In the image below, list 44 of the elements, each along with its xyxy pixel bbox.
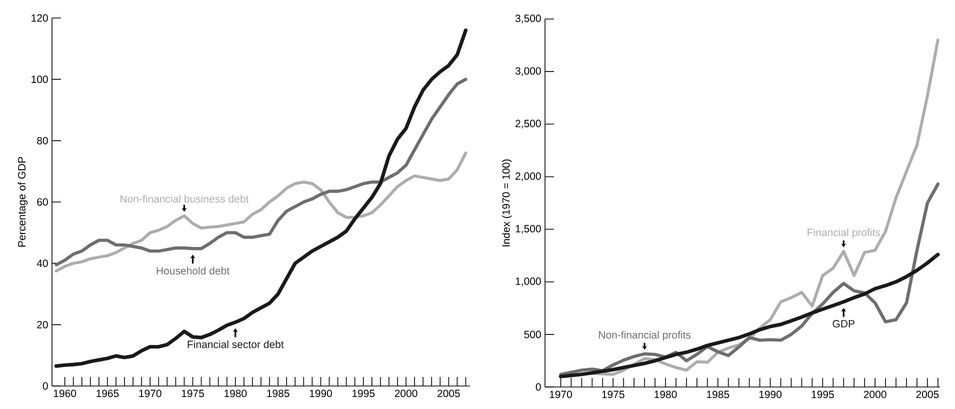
y-tick-label: 60 bbox=[37, 198, 48, 206]
y-tick-label: 120 bbox=[32, 14, 48, 22]
series-label: GDP bbox=[832, 320, 854, 328]
series-label: Financial profits bbox=[808, 228, 880, 238]
x-tick-label: 1960 bbox=[54, 390, 76, 398]
line-series bbox=[559, 182, 940, 376]
x-tick-label: 2000 bbox=[864, 390, 886, 398]
y-tick-label: 2,500 bbox=[516, 120, 541, 128]
x-tick-label: 1990 bbox=[310, 390, 332, 398]
y-tick-label: 20 bbox=[37, 320, 48, 328]
x-tick-label: 2000 bbox=[394, 390, 418, 398]
x-tick-label: 1995 bbox=[812, 390, 834, 398]
series-label: Financial sector debt bbox=[188, 340, 284, 348]
y-axis-title: Index (1970 = 100) bbox=[502, 159, 512, 246]
series-label: Non-financial business debt bbox=[120, 194, 249, 203]
line-series bbox=[54, 151, 468, 272]
y-tick-label: 2,000 bbox=[516, 172, 541, 182]
x-tick-label: 1995 bbox=[352, 390, 375, 398]
y-axis-title: Percentage of GDP bbox=[18, 157, 28, 247]
x-tick-label: 1980 bbox=[654, 390, 677, 398]
y-tick-label: 1,000 bbox=[516, 278, 541, 286]
x-tick-label: 1970 bbox=[550, 390, 572, 398]
x-tick-label: 1980 bbox=[224, 390, 247, 398]
y-tick-label: 40 bbox=[36, 260, 48, 268]
y-tick-label: 3,000 bbox=[515, 67, 541, 76]
x-tick-label: 1985 bbox=[707, 390, 730, 398]
series-label: Household debt bbox=[156, 266, 230, 275]
x-tick-label: 2005 bbox=[438, 390, 460, 398]
x-tick-label: 1975 bbox=[182, 390, 204, 398]
y-tick-label: 0 bbox=[536, 383, 541, 391]
y-tick-label: 100 bbox=[32, 76, 48, 84]
y-tick-label: 0 bbox=[42, 382, 48, 390]
y-tick-label: 1,500 bbox=[516, 224, 541, 234]
x-tick-label: 1985 bbox=[267, 390, 290, 398]
x-tick-label: 1990 bbox=[759, 390, 782, 398]
line-series bbox=[54, 28, 468, 368]
y-tick-label: 80 bbox=[37, 136, 48, 144]
series-label: Non-financial profits bbox=[599, 330, 691, 341]
y-tick-label: 500 bbox=[524, 330, 541, 338]
x-tick-label: 2005 bbox=[916, 390, 939, 398]
y-tick-label: 3,500 bbox=[515, 14, 541, 24]
x-tick-label: 1970 bbox=[139, 390, 162, 398]
x-tick-label: 1965 bbox=[96, 390, 119, 398]
x-tick-label: 1975 bbox=[602, 390, 624, 398]
